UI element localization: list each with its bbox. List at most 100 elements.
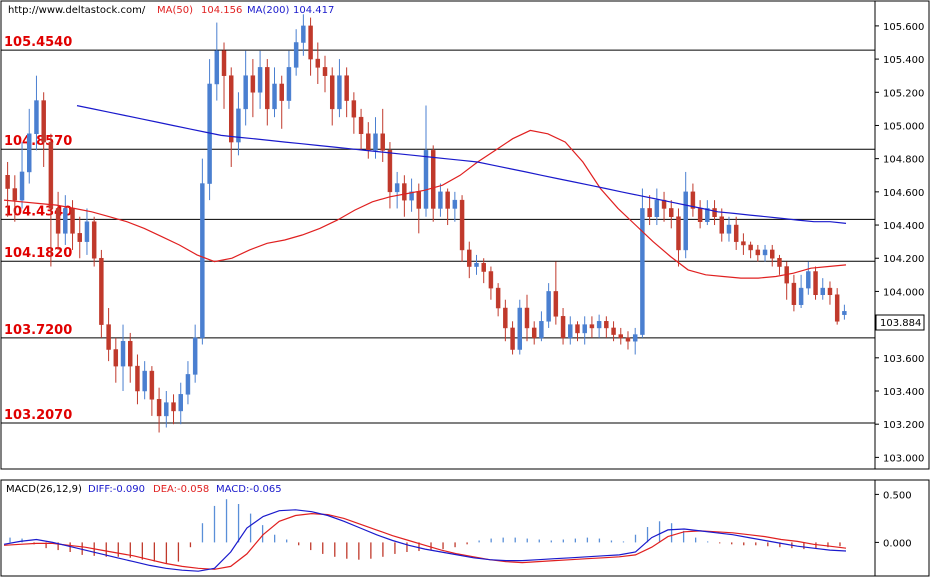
candle-body <box>604 321 609 329</box>
candle-body <box>733 224 739 242</box>
candle-body <box>690 191 696 209</box>
moving-average-lines <box>3 105 847 279</box>
candle-body <box>813 271 818 295</box>
candle-body <box>575 324 580 334</box>
candle-body <box>719 216 724 234</box>
macd-axis-frame <box>874 479 930 577</box>
candle-body <box>806 271 811 289</box>
ma200-label: MA(200) <box>247 5 289 16</box>
candle-body <box>286 67 292 101</box>
candle-body <box>770 249 775 259</box>
candle-body <box>366 133 371 151</box>
price-tick-label: 105.000 <box>883 121 924 132</box>
price-tick-label: 104.400 <box>883 221 924 232</box>
candle-body <box>279 83 284 101</box>
candle-body <box>798 287 804 305</box>
price-tick-label: 105.400 <box>883 55 924 66</box>
candle-body <box>820 287 825 295</box>
candle-body <box>467 249 472 267</box>
candle-body <box>777 257 782 267</box>
candle-body <box>156 399 162 417</box>
candle-body <box>77 233 82 242</box>
candle-body <box>178 394 183 412</box>
candle-body <box>394 183 400 193</box>
candle-body <box>726 224 732 234</box>
level-label: 104.4340 <box>4 204 72 219</box>
ma50-label: MA(50) <box>157 5 193 16</box>
candle-body <box>445 191 450 209</box>
candle-body <box>329 75 335 110</box>
candle-body <box>589 324 595 329</box>
candle-body <box>257 67 263 93</box>
candle-body <box>495 287 501 309</box>
source-url[interactable]: http://www.deltastock.com/ <box>8 5 146 16</box>
candle-body <box>632 334 638 342</box>
candle-body <box>560 316 566 339</box>
candle-body <box>697 208 703 222</box>
price-tick-label: 103.200 <box>883 420 924 431</box>
candle-body <box>755 249 761 256</box>
candle-body <box>596 321 602 329</box>
macd-tick-label: 0.500 <box>883 490 912 501</box>
candle-body <box>791 282 797 305</box>
candle-body <box>416 191 422 209</box>
candle-body <box>337 75 342 110</box>
candle-body <box>510 327 515 350</box>
candle-body <box>128 340 133 367</box>
candle-body <box>517 307 523 350</box>
candle-body <box>741 241 746 246</box>
candle-body <box>228 75 234 143</box>
candle-body <box>762 249 768 256</box>
price-tick-label: 103.600 <box>883 354 924 365</box>
candle-body <box>481 262 486 272</box>
candle-body <box>459 199 465 251</box>
candle-body <box>308 25 313 60</box>
candle-body <box>654 199 660 217</box>
candle-body <box>676 216 681 251</box>
candle-body <box>712 208 717 217</box>
candle-body <box>5 175 10 189</box>
candle-body <box>611 327 616 335</box>
candle-body <box>409 191 414 201</box>
candle-body <box>669 208 674 217</box>
candle-body <box>553 291 559 317</box>
candle-body <box>99 257 104 325</box>
level-label: 103.2070 <box>4 408 72 423</box>
candle-body <box>185 374 191 395</box>
candle-body <box>402 183 407 201</box>
candle-body <box>582 324 587 334</box>
macd-diff-line <box>3 509 847 572</box>
price-tick-label: 104.800 <box>883 155 924 166</box>
support-resistance-levels: 105.4540 104.8570 104.4340 104.1820 103.7200… <box>1 35 875 424</box>
level-label: 104.8570 <box>4 134 72 149</box>
candle-body <box>265 67 270 110</box>
candle-body <box>120 340 126 367</box>
ma50-value: 104.156 <box>201 5 242 16</box>
candle-body <box>315 58 321 68</box>
candle-body <box>70 208 75 234</box>
candle-body <box>41 100 46 143</box>
candle-body <box>113 349 119 367</box>
candle-body <box>683 191 688 251</box>
macd-axis: 0.500 0.000 <box>875 490 912 549</box>
candle-body <box>827 287 833 295</box>
candle-body <box>192 337 198 375</box>
candle-body <box>171 402 176 412</box>
candle-body <box>568 324 573 339</box>
candle-body <box>423 150 429 209</box>
candle-body <box>293 42 299 68</box>
candle-body <box>200 183 205 339</box>
candle-body <box>488 271 494 289</box>
ma50-line <box>3 129 847 279</box>
candle-body <box>19 171 25 201</box>
candle-body <box>430 150 436 209</box>
candle-body <box>640 208 645 335</box>
candle-body <box>748 244 753 251</box>
macd-dea-value: DEA:-0.058 <box>153 484 209 495</box>
candle-body <box>63 208 68 234</box>
current-price-badge <box>875 314 925 331</box>
candle-body <box>503 307 508 329</box>
candle-body <box>373 133 378 151</box>
candle-body <box>438 191 443 209</box>
candle-body <box>344 75 349 101</box>
